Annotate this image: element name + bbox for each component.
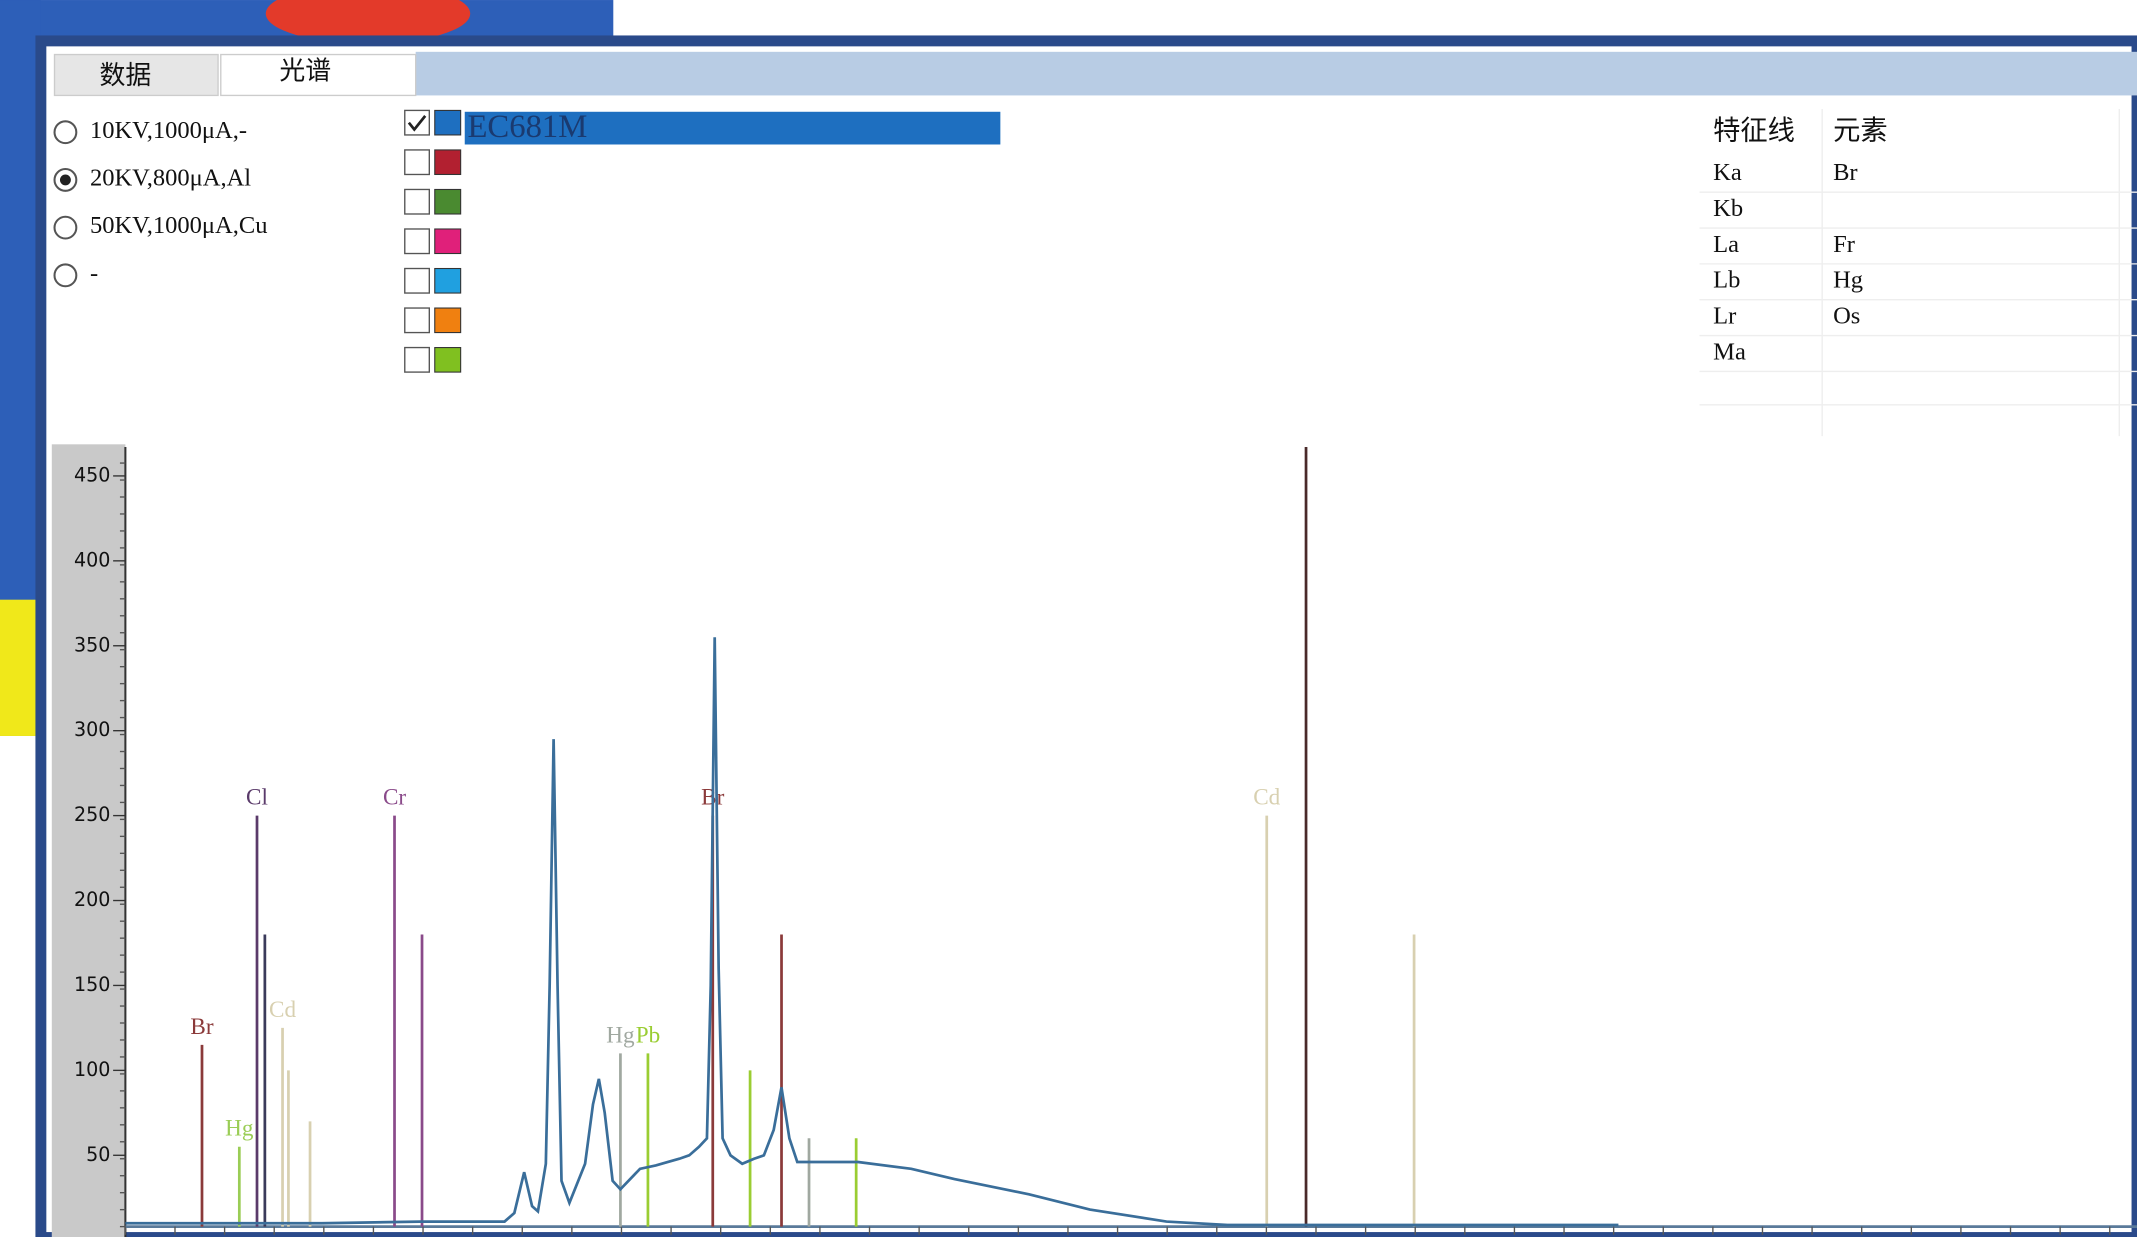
- checkbox[interactable]: [405, 229, 430, 254]
- radio[interactable]: [55, 121, 77, 143]
- table-cell: Fr: [1833, 231, 1855, 258]
- radio-label: -: [90, 260, 98, 287]
- radio[interactable]: [55, 264, 77, 286]
- color-swatch: [435, 348, 461, 373]
- radio-dot: [60, 174, 71, 185]
- y-tick-label: 150: [74, 974, 110, 996]
- element-label: Hg: [225, 1116, 254, 1142]
- radio-label: 10KV,1000μA,-: [90, 117, 247, 144]
- tab-label: 数据: [100, 61, 152, 91]
- checkbox[interactable]: [405, 308, 430, 333]
- color-swatch: [435, 110, 461, 135]
- checkbox[interactable]: [405, 189, 430, 214]
- element-label: Cl: [246, 785, 268, 811]
- y-tick-label: 100: [74, 1059, 110, 1081]
- checkbox[interactable]: [405, 348, 430, 373]
- backdrop: [0, 600, 41, 736]
- screenshot: 数据 光谱 10KV,1000μA,- 20KV,800μA,Al 50KV,1000μ…: [0, 0, 2137, 1237]
- element-label: Hg: [606, 1022, 635, 1048]
- table-cell: Br: [1833, 159, 1858, 186]
- element-label: Cr: [383, 785, 406, 811]
- radio-label: 20KV,800μA,Al: [90, 165, 251, 192]
- y-tick-label: 450: [74, 464, 110, 486]
- checkbox[interactable]: [405, 110, 430, 135]
- sample-name[interactable]: EC681M: [467, 109, 587, 145]
- element-label: Cd: [1253, 785, 1280, 811]
- radio[interactable]: [55, 217, 77, 239]
- checkbox[interactable]: [405, 269, 430, 294]
- table-header: 元素: [1833, 116, 1888, 147]
- table-cell: La: [1713, 231, 1739, 258]
- color-swatch: [435, 229, 461, 254]
- table-header: 特征线: [1713, 116, 1795, 147]
- table-cell: Ma: [1713, 338, 1746, 365]
- checkbox[interactable]: [405, 150, 430, 175]
- table-cell: Hg: [1833, 267, 1863, 294]
- table-cell: Ka: [1713, 159, 1742, 186]
- radio-label: 50KV,1000μA,Cu: [90, 212, 268, 239]
- element-label: Cd: [269, 997, 296, 1023]
- y-tick-label: 50: [86, 1144, 110, 1166]
- y-tick-label: 200: [74, 889, 110, 911]
- table-cell: Kb: [1713, 195, 1743, 222]
- color-swatch: [435, 189, 461, 214]
- y-tick-label: 400: [74, 549, 110, 571]
- color-swatch: [435, 308, 461, 333]
- y-tick-label: 350: [74, 634, 110, 656]
- color-swatch: [435, 150, 461, 175]
- page: 数据 光谱 10KV,1000μA,- 20KV,800μA,Al 50KV,1000μ…: [0, 0, 2137, 1237]
- y-tick-label: 250: [74, 804, 110, 826]
- table-cell: Os: [1833, 302, 1860, 329]
- y-tick-label: 300: [74, 719, 110, 741]
- table-cell: Lr: [1713, 302, 1736, 329]
- element-label: Pb: [636, 1022, 660, 1048]
- table-cell: Lb: [1713, 267, 1740, 294]
- element-label: Br: [190, 1014, 213, 1040]
- tab-label: 光谱: [279, 57, 331, 87]
- color-swatch: [435, 269, 461, 294]
- tab-bar: [416, 52, 2137, 96]
